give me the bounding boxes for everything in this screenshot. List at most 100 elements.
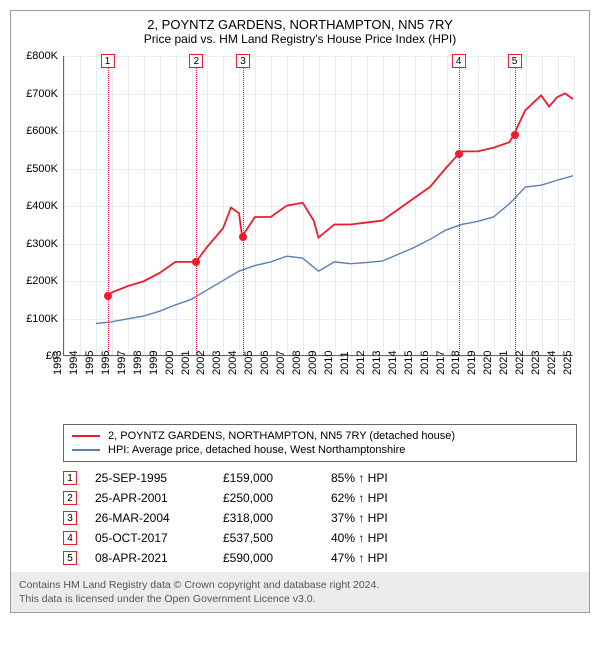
marker-box: 2 — [189, 54, 203, 68]
row-marker-box: 4 — [63, 531, 77, 545]
x-tick-label: 2017 — [434, 351, 446, 375]
x-tick-label: 2012 — [355, 351, 367, 375]
row-price: £159,000 — [223, 471, 313, 485]
marker-line — [243, 56, 244, 355]
footer-line-1: Contains HM Land Registry data © Crown c… — [19, 578, 581, 592]
chart: 12345 £0£100K£200K£300K£400K£500K£600K£7… — [11, 48, 589, 418]
x-tick-label: 1998 — [131, 351, 143, 375]
legend-item: 2, POYNTZ GARDENS, NORTHAMPTON, NN5 7RY … — [72, 429, 568, 443]
marker-box: 1 — [101, 54, 115, 68]
row-pct: 40% ↑ HPI — [331, 531, 451, 545]
series-blue — [96, 176, 573, 324]
x-tick-label: 2000 — [163, 351, 175, 375]
sale-point — [455, 150, 463, 158]
x-tick-label: 2002 — [195, 351, 207, 375]
row-date: 26-MAR-2004 — [95, 511, 205, 525]
x-tick-label: 2015 — [402, 351, 414, 375]
x-tick-label: 2011 — [339, 351, 351, 375]
series-red — [107, 93, 573, 295]
row-marker-box: 5 — [63, 551, 77, 565]
x-tick-label: 2020 — [482, 351, 494, 375]
x-tick-label: 2021 — [498, 351, 510, 375]
marker-line — [459, 56, 460, 355]
title-address: 2, POYNTZ GARDENS, NORTHAMPTON, NN5 7RY — [15, 17, 585, 32]
x-tick-label: 2007 — [275, 351, 287, 375]
legend-label: HPI: Average price, detached house, West… — [108, 444, 405, 456]
sales-table: 1 25-SEP-1995 £159,000 85% ↑ HPI 2 25-APR-200… — [63, 468, 577, 568]
row-date: 25-APR-2001 — [95, 491, 205, 505]
y-tick-label: £700K — [26, 88, 64, 100]
x-tick-label: 2023 — [530, 351, 542, 375]
row-marker-box: 3 — [63, 511, 77, 525]
x-tick-label: 1993 — [52, 351, 64, 375]
x-tick-label: 1999 — [147, 351, 159, 375]
row-price: £590,000 — [223, 551, 313, 565]
legend-swatch — [72, 449, 100, 451]
chart-container: 2, POYNTZ GARDENS, NORTHAMPTON, NN5 7RY … — [10, 10, 590, 613]
x-tick-label: 2014 — [386, 351, 398, 375]
row-marker-box: 1 — [63, 471, 77, 485]
x-tick-label: 2016 — [418, 351, 430, 375]
x-tick-label: 2008 — [291, 351, 303, 375]
row-pct: 47% ↑ HPI — [331, 551, 451, 565]
legend-swatch — [72, 435, 100, 437]
row-pct: 62% ↑ HPI — [331, 491, 451, 505]
marker-line — [515, 56, 516, 355]
y-tick-label: £500K — [26, 163, 64, 175]
marker-line — [196, 56, 197, 355]
row-price: £537,500 — [223, 531, 313, 545]
line-series — [64, 56, 573, 355]
x-tick-label: 2005 — [243, 351, 255, 375]
legend-item: HPI: Average price, detached house, West… — [72, 443, 568, 457]
table-row: 4 05-OCT-2017 £537,500 40% ↑ HPI — [63, 528, 577, 548]
x-tick-label: 2001 — [179, 351, 191, 375]
y-tick-label: £300K — [26, 238, 64, 250]
row-date: 08-APR-2021 — [95, 551, 205, 565]
sale-point — [192, 258, 200, 266]
row-marker-box: 2 — [63, 491, 77, 505]
marker-line — [108, 56, 109, 355]
x-tick-label: 2006 — [259, 351, 271, 375]
x-tick-label: 2025 — [562, 351, 574, 375]
row-price: £318,000 — [223, 511, 313, 525]
y-tick-label: £600K — [26, 125, 64, 137]
x-tick-label: 2018 — [450, 351, 462, 375]
footer: Contains HM Land Registry data © Crown c… — [11, 572, 589, 612]
title-sub: Price paid vs. HM Land Registry's House … — [15, 32, 585, 46]
y-tick-label: £400K — [26, 200, 64, 212]
row-pct: 37% ↑ HPI — [331, 511, 451, 525]
plot-area: 12345 £0£100K£200K£300K£400K£500K£600K£7… — [63, 56, 573, 356]
sale-point — [239, 233, 247, 241]
x-tick-label: 2010 — [323, 351, 335, 375]
titles: 2, POYNTZ GARDENS, NORTHAMPTON, NN5 7RY … — [11, 11, 589, 48]
sale-point — [104, 292, 112, 300]
x-tick-label: 2019 — [466, 351, 478, 375]
legend-label: 2, POYNTZ GARDENS, NORTHAMPTON, NN5 7RY … — [108, 430, 455, 442]
marker-box: 3 — [236, 54, 250, 68]
table-row: 2 25-APR-2001 £250,000 62% ↑ HPI — [63, 488, 577, 508]
row-date: 05-OCT-2017 — [95, 531, 205, 545]
x-tick-label: 2022 — [514, 351, 526, 375]
table-row: 1 25-SEP-1995 £159,000 85% ↑ HPI — [63, 468, 577, 488]
y-tick-label: £100K — [26, 313, 64, 325]
row-date: 25-SEP-1995 — [95, 471, 205, 485]
marker-box: 4 — [452, 54, 466, 68]
marker-box: 5 — [508, 54, 522, 68]
x-tick-label: 1997 — [116, 351, 128, 375]
row-price: £250,000 — [223, 491, 313, 505]
x-tick-label: 2024 — [546, 351, 558, 375]
y-tick-label: £200K — [26, 275, 64, 287]
legend: 2, POYNTZ GARDENS, NORTHAMPTON, NN5 7RY … — [63, 424, 577, 462]
x-tick-label: 1994 — [68, 351, 80, 375]
x-tick-label: 2003 — [211, 351, 223, 375]
x-tick-label: 2013 — [371, 351, 383, 375]
x-tick-label: 2004 — [227, 351, 239, 375]
sale-point — [511, 131, 519, 139]
y-tick-label: £800K — [26, 50, 64, 62]
x-tick-label: 2009 — [307, 351, 319, 375]
table-row: 3 26-MAR-2004 £318,000 37% ↑ HPI — [63, 508, 577, 528]
x-tick-label: 1996 — [100, 351, 112, 375]
footer-line-2: This data is licensed under the Open Gov… — [19, 592, 581, 606]
row-pct: 85% ↑ HPI — [331, 471, 451, 485]
x-tick-label: 1995 — [84, 351, 96, 375]
